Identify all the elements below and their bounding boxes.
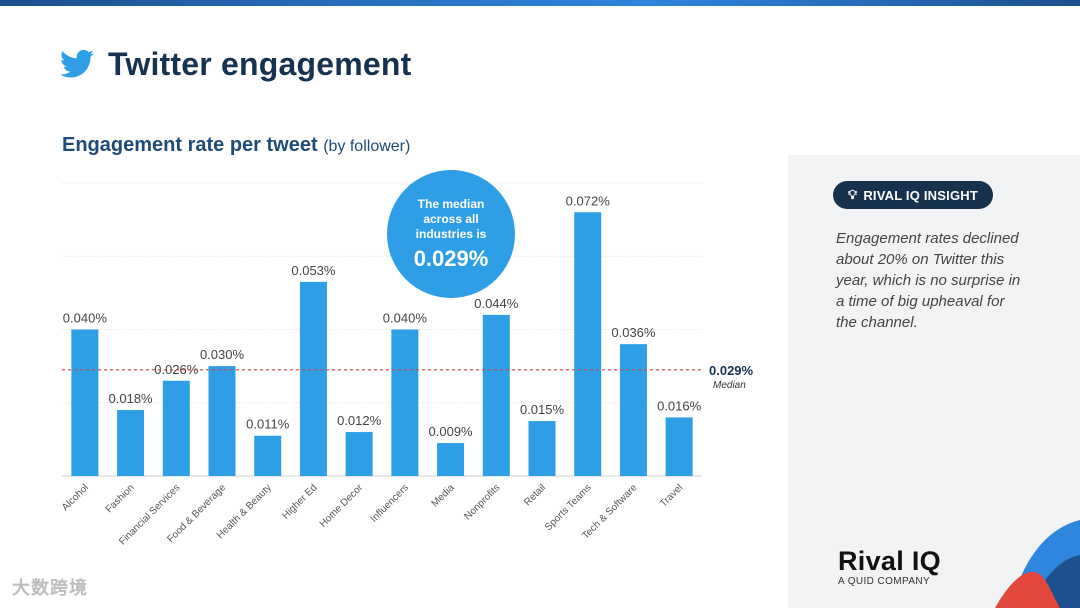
bar-11 bbox=[574, 212, 602, 477]
bar-2 bbox=[162, 380, 190, 476]
bar-value-label: 0.072% bbox=[566, 193, 611, 208]
decorative-waves bbox=[995, 520, 1080, 608]
top-accent-bar bbox=[0, 0, 1080, 6]
bar-0 bbox=[71, 329, 99, 476]
rival-iq-logo: Rival IQ A QUID COMPANY bbox=[838, 546, 941, 587]
bar-value-label: 0.040% bbox=[383, 311, 428, 326]
category-label: Fashion bbox=[104, 482, 137, 515]
bar-8 bbox=[437, 443, 465, 476]
category-label: Influencers bbox=[369, 482, 411, 524]
page-header: Twitter engagement bbox=[60, 40, 412, 88]
bar-value-label: 0.011% bbox=[246, 417, 290, 432]
chart-title-main: Engagement rate per tweet bbox=[62, 134, 318, 156]
page-title: Twitter engagement bbox=[108, 45, 412, 82]
bar-13 bbox=[665, 417, 693, 476]
chart-title-sub: (by follower) bbox=[323, 138, 411, 155]
callout-text-line: industries is bbox=[416, 227, 487, 241]
bar-1 bbox=[117, 410, 145, 476]
bar-12 bbox=[619, 344, 647, 476]
chart-title: Engagement rate per tweet (by follower) bbox=[62, 134, 410, 157]
bar-10 bbox=[528, 421, 556, 476]
median-value-label: 0.029% bbox=[709, 363, 754, 378]
median-caption: Median bbox=[713, 380, 746, 391]
bar-value-label: 0.053% bbox=[291, 263, 336, 278]
bar-5 bbox=[299, 281, 327, 476]
bar-value-label: 0.016% bbox=[657, 398, 702, 413]
bar-7 bbox=[391, 329, 419, 476]
bar-value-label: 0.044% bbox=[474, 296, 519, 311]
category-label: Home Decor bbox=[318, 482, 366, 530]
bar-value-label: 0.040% bbox=[63, 311, 108, 326]
lightbulb-icon: 💡︎ bbox=[848, 187, 858, 202]
bar-value-label: 0.012% bbox=[337, 413, 382, 428]
bar-6 bbox=[345, 432, 373, 476]
callout-text-line: The median bbox=[418, 197, 485, 211]
insight-panel bbox=[788, 155, 1080, 608]
twitter-bird-icon bbox=[60, 49, 94, 78]
category-label: Media bbox=[430, 482, 457, 509]
bar-value-label: 0.018% bbox=[109, 391, 154, 406]
bar-3 bbox=[208, 366, 236, 476]
category-label: Retail bbox=[522, 482, 548, 508]
bar-4 bbox=[254, 435, 282, 476]
category-label: Higher Ed bbox=[280, 482, 319, 521]
bar-value-label: 0.030% bbox=[200, 347, 245, 362]
category-label: Alcohol bbox=[60, 482, 91, 513]
category-label: Travel bbox=[658, 482, 685, 509]
bar-value-label: 0.036% bbox=[611, 325, 656, 340]
logo-brand: Rival IQ bbox=[838, 546, 941, 576]
watermark: 大数跨境 bbox=[12, 578, 88, 598]
bar-value-label: 0.009% bbox=[429, 424, 474, 439]
insight-badge-label: RIVAL IQ INSIGHT bbox=[863, 187, 978, 203]
callout-text-line: across all bbox=[423, 212, 478, 226]
category-label: Nonprofits bbox=[462, 482, 502, 522]
bar-9 bbox=[482, 314, 510, 476]
insight-text: Engagement rates declined about 20% on T… bbox=[836, 230, 1021, 331]
category-label: Sports Teams bbox=[543, 482, 594, 533]
bar-value-label: 0.015% bbox=[520, 402, 565, 417]
callout-value: 0.029% bbox=[414, 246, 489, 271]
median-callout-bubble bbox=[387, 170, 515, 298]
insight-badge: 💡︎ RIVAL IQ INSIGHT bbox=[833, 181, 993, 209]
bar-chart: 0.040%Alcohol0.018%Fashion0.026%Financia… bbox=[60, 170, 754, 548]
logo-tagline: A QUID COMPANY bbox=[838, 576, 931, 587]
